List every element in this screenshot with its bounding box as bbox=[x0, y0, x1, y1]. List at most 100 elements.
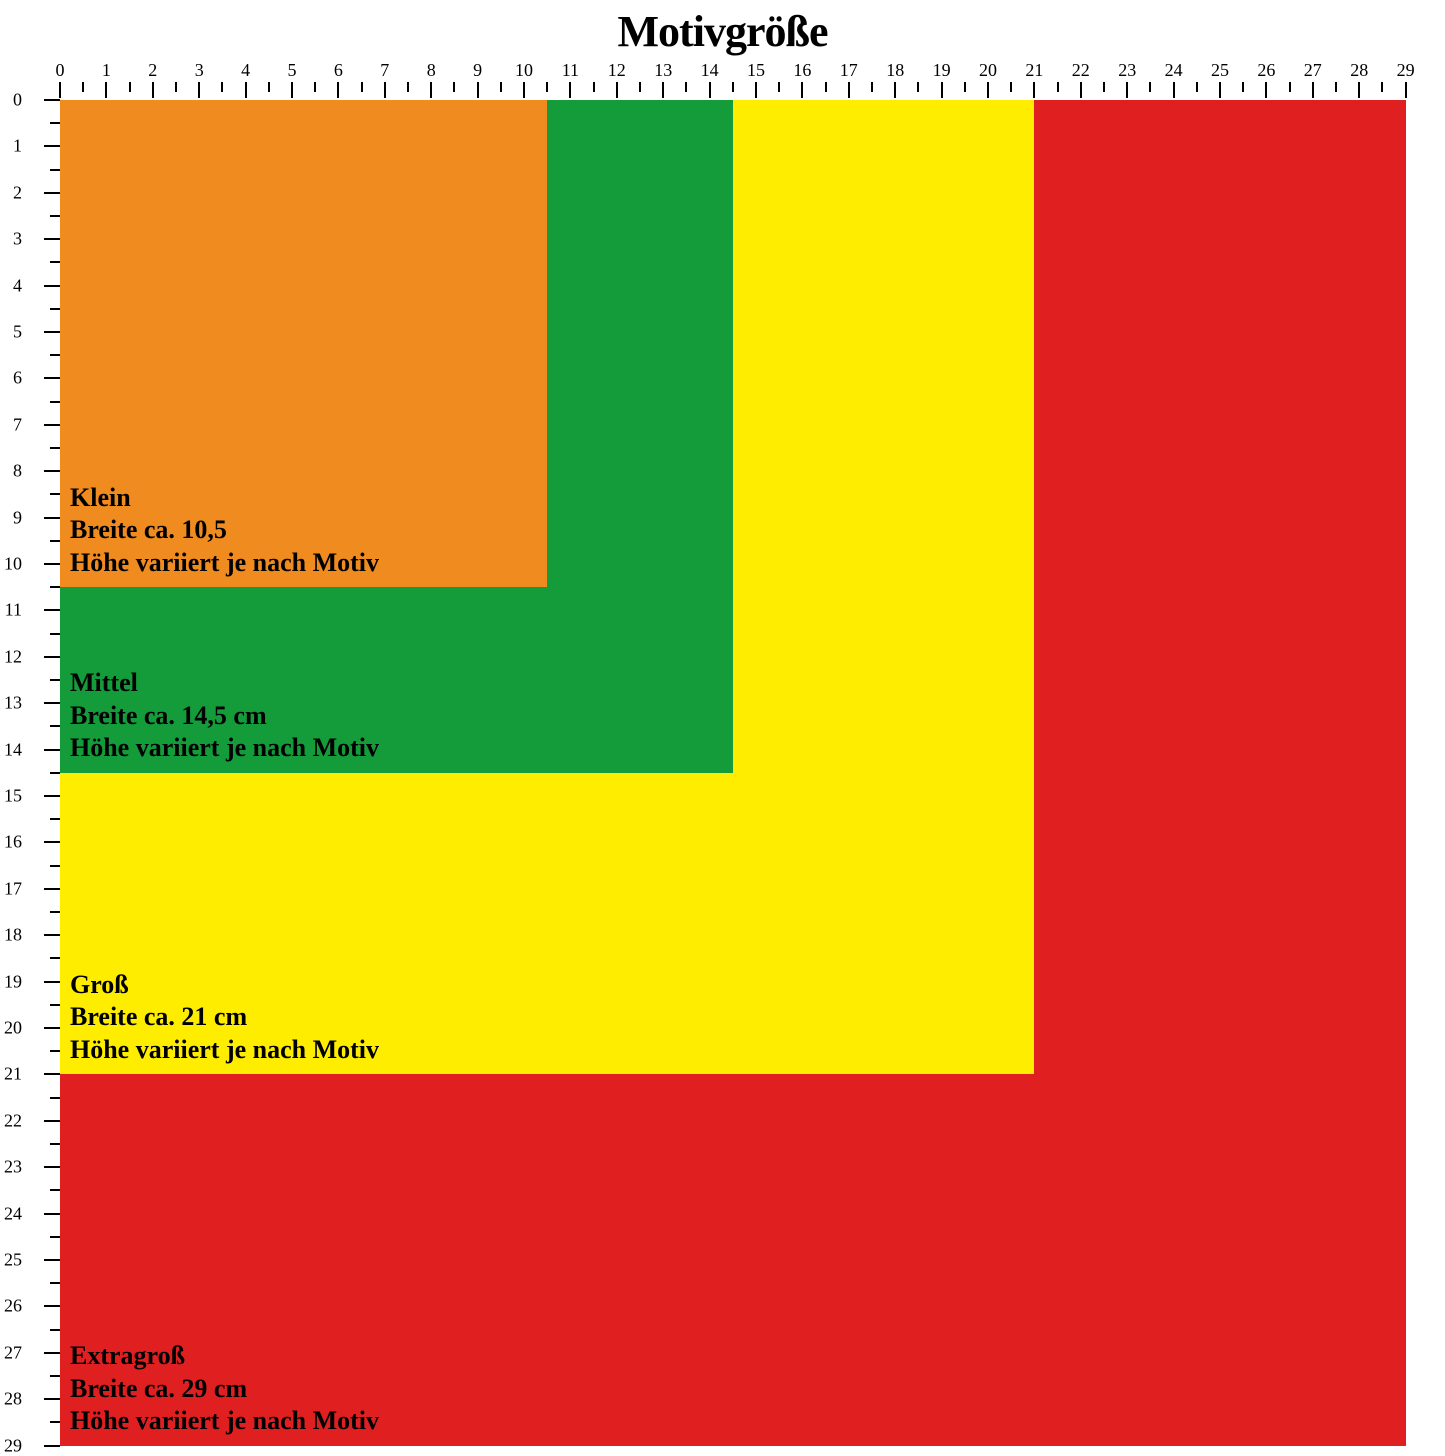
ruler-left-tick-major bbox=[44, 749, 60, 751]
ruler-left-label: 22 bbox=[4, 1110, 22, 1131]
ruler-top-label: 8 bbox=[427, 60, 436, 81]
ruler-left-label: 5 bbox=[13, 322, 22, 343]
ruler-top-tick-major bbox=[384, 82, 386, 98]
ruler-left-tick-minor bbox=[50, 308, 60, 310]
ruler-left-tick-minor bbox=[50, 586, 60, 588]
ruler-left-tick-major bbox=[44, 99, 60, 101]
ruler-left-tick-major bbox=[44, 517, 60, 519]
size-width: Breite ca. 10,5 bbox=[70, 514, 379, 547]
size-height: Höhe variiert je nach Motiv bbox=[70, 1405, 379, 1438]
ruler-left-tick-minor bbox=[50, 911, 60, 913]
ruler-top-label: 24 bbox=[1165, 60, 1183, 81]
ruler-left-label: 2 bbox=[13, 182, 22, 203]
ruler-left-tick-major bbox=[44, 1305, 60, 1307]
ruler-top-tick-major bbox=[755, 82, 757, 98]
ruler-top-tick-minor bbox=[732, 82, 734, 92]
ruler-left-tick-major bbox=[44, 888, 60, 890]
ruler-top-label: 13 bbox=[654, 60, 672, 81]
ruler-left-tick-minor bbox=[50, 772, 60, 774]
ruler-left-tick-minor bbox=[50, 1050, 60, 1052]
size-name: Klein bbox=[70, 482, 379, 515]
ruler-left-tick-minor bbox=[50, 1143, 60, 1145]
ruler-left-tick-major bbox=[44, 377, 60, 379]
ruler-left-tick-minor bbox=[50, 1004, 60, 1006]
ruler-left-tick-major bbox=[44, 1027, 60, 1029]
ruler-top-tick-major bbox=[1173, 82, 1175, 98]
ruler-top-label: 9 bbox=[473, 60, 482, 81]
size-name: Mittel bbox=[70, 667, 379, 700]
ruler-top-tick-major bbox=[430, 82, 432, 98]
ruler-top-tick-minor bbox=[361, 82, 363, 92]
ruler-top-tick-major bbox=[152, 82, 154, 98]
ruler-left-label: 14 bbox=[4, 739, 22, 760]
ruler-left-tick-major bbox=[44, 331, 60, 333]
ruler-left-label: 7 bbox=[13, 414, 22, 435]
ruler-top-tick-major bbox=[848, 82, 850, 98]
ruler-left-tick-minor bbox=[50, 865, 60, 867]
ruler-top-tick-minor bbox=[1335, 82, 1337, 92]
ruler-top-tick-minor bbox=[546, 82, 548, 92]
size-box-label: GroßBreite ca. 21 cmHöhe variiert je nac… bbox=[70, 969, 379, 1067]
ruler-top-tick-minor bbox=[175, 82, 177, 92]
ruler-top-tick-minor bbox=[1196, 82, 1198, 92]
size-height: Höhe variiert je nach Motiv bbox=[70, 1034, 379, 1067]
ruler-left-tick-minor bbox=[50, 122, 60, 124]
ruler-left-label: 26 bbox=[4, 1296, 22, 1317]
ruler-left-tick-minor bbox=[50, 1375, 60, 1377]
ruler-top-label: 10 bbox=[515, 60, 533, 81]
ruler-top-label: 2 bbox=[148, 60, 157, 81]
ruler-top-label: 1 bbox=[102, 60, 111, 81]
ruler-left-tick-major bbox=[44, 1352, 60, 1354]
ruler-left-tick-major bbox=[44, 470, 60, 472]
ruler-left-tick-minor bbox=[50, 493, 60, 495]
ruler-left-tick-major bbox=[44, 841, 60, 843]
ruler-left-tick-major bbox=[44, 1213, 60, 1215]
size-width: Breite ca. 14,5 cm bbox=[70, 700, 379, 733]
ruler-left-tick-major bbox=[44, 285, 60, 287]
ruler-left-tick-minor bbox=[50, 261, 60, 263]
ruler-top-tick-major bbox=[337, 82, 339, 98]
ruler-top-tick-major bbox=[616, 82, 618, 98]
ruler-top-tick-major bbox=[1265, 82, 1267, 98]
ruler-left-tick-major bbox=[44, 1398, 60, 1400]
size-name: Extragroß bbox=[70, 1340, 379, 1373]
ruler-top-label: 7 bbox=[380, 60, 389, 81]
ruler-left-label: 29 bbox=[4, 1435, 22, 1456]
ruler-left-tick-minor bbox=[50, 1282, 60, 1284]
ruler-left-tick-minor bbox=[50, 1097, 60, 1099]
ruler-left-tick-minor bbox=[50, 401, 60, 403]
ruler-left-tick-major bbox=[44, 1259, 60, 1261]
ruler-top-label: 27 bbox=[1304, 60, 1322, 81]
ruler-left-label: 6 bbox=[13, 368, 22, 389]
ruler-top-tick-minor bbox=[964, 82, 966, 92]
ruler-top-label: 12 bbox=[608, 60, 626, 81]
ruler-left-tick-major bbox=[44, 609, 60, 611]
diagram-title: Motivgröße bbox=[0, 6, 1445, 57]
ruler-left-label: 18 bbox=[4, 925, 22, 946]
size-width: Breite ca. 29 cm bbox=[70, 1373, 379, 1406]
ruler-top-tick-major bbox=[105, 82, 107, 98]
ruler-top-label: 22 bbox=[1072, 60, 1090, 81]
ruler-top-tick-minor bbox=[268, 82, 270, 92]
ruler-left-label: 23 bbox=[4, 1157, 22, 1178]
ruler-left-label: 27 bbox=[4, 1342, 22, 1363]
ruler-left-label: 25 bbox=[4, 1250, 22, 1271]
ruler-left-label: 20 bbox=[4, 1018, 22, 1039]
ruler-top-tick-minor bbox=[1289, 82, 1291, 92]
ruler-left-tick-major bbox=[44, 1120, 60, 1122]
ruler-top-tick-major bbox=[1033, 82, 1035, 98]
ruler-top-tick-minor bbox=[871, 82, 873, 92]
ruler-top-tick-minor bbox=[1242, 82, 1244, 92]
ruler-left-tick-minor bbox=[50, 1189, 60, 1191]
ruler-top-tick-minor bbox=[453, 82, 455, 92]
ruler-top-label: 14 bbox=[701, 60, 719, 81]
ruler-left-tick-minor bbox=[50, 818, 60, 820]
ruler-left-tick-major bbox=[44, 1073, 60, 1075]
ruler-left-label: 4 bbox=[13, 275, 22, 296]
ruler-top-tick-major bbox=[569, 82, 571, 98]
ruler-left-tick-major bbox=[44, 145, 60, 147]
ruler-top-tick-minor bbox=[778, 82, 780, 92]
size-diagram: Motivgröße 01234567891011121314151617181… bbox=[0, 0, 1445, 1445]
ruler-left-label: 1 bbox=[13, 136, 22, 157]
ruler-top-label: 11 bbox=[562, 60, 579, 81]
